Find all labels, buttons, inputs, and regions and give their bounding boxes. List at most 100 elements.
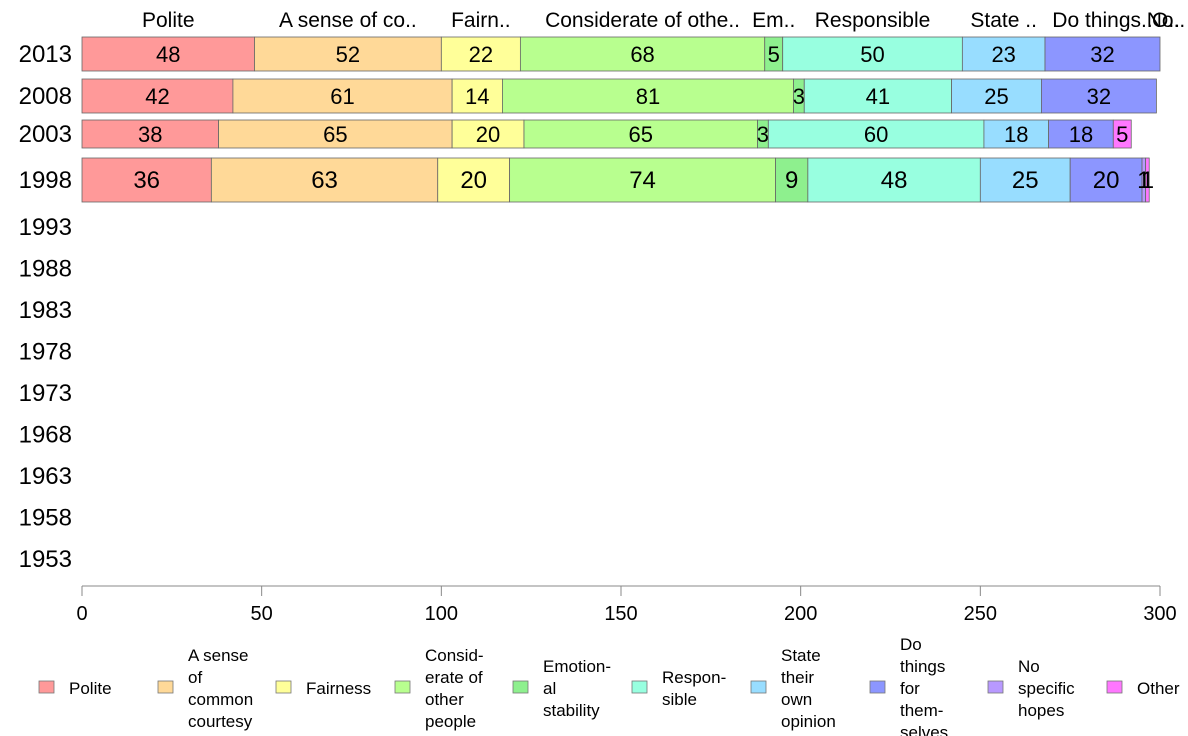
bar-value-label-2003-series-5: 60 <box>864 122 888 147</box>
y-tick-label-2003: 2003 <box>19 121 72 148</box>
legend-label-7: selves <box>900 723 948 736</box>
y-tick-label-1953: 1953 <box>19 546 72 573</box>
bar-2008-series-2 <box>451 78 503 114</box>
y-tick-label-1968: 1968 <box>19 422 72 449</box>
series-header-1: A sense of co.. <box>279 9 417 32</box>
bar-value-label-2013-series-0: 48 <box>156 42 180 67</box>
bar-value-label-2003-series-7: 18 <box>1069 122 1093 147</box>
bar-1998-series-5 <box>807 157 981 203</box>
legend-label-1: courtesy <box>188 712 253 731</box>
bar-2003-series-2 <box>451 119 525 149</box>
bar-2013-series-7 <box>1044 36 1161 72</box>
series-header-6: State .. <box>970 9 1037 32</box>
bar-2003-series-1 <box>218 119 453 149</box>
legend-swatch-7 <box>869 680 886 694</box>
bar-value-label-2013-series-3: 68 <box>630 42 654 67</box>
bar-2008-series-7 <box>1041 78 1157 114</box>
bar-1998-series-3 <box>509 157 776 203</box>
legend-label-6: opinion <box>781 712 836 731</box>
series-header-4: Em.. <box>752 9 795 32</box>
legend-item-8: No specific hopes <box>987 657 1075 720</box>
x-tick-label-50: 50 <box>251 603 273 625</box>
bar-2008-series-5 <box>803 78 952 114</box>
bar-value-label-2003-series-6: 18 <box>1004 122 1028 147</box>
x-axis: 0 50 100 150 200 250 300 <box>76 585 1177 625</box>
legend-label-4: Emotion- <box>543 657 611 676</box>
y-tick-label-1978: 1978 <box>19 339 72 366</box>
x-tick-label-150: 150 <box>604 603 637 625</box>
legend-label-3: other <box>425 690 464 709</box>
bar-value-label-1998-series-6: 25 <box>1012 167 1039 194</box>
legend-label-7: them- <box>900 701 943 720</box>
y-tick-label-1963: 1963 <box>19 463 72 490</box>
bar-value-label-1998-series-7: 20 <box>1093 167 1120 194</box>
legend-label-3: erate of <box>425 668 483 687</box>
legend-label-7: Do <box>900 635 922 654</box>
bar-value-label-2003-series-9: 5 <box>1116 122 1128 147</box>
bar-value-label-2013-series-4: 5 <box>768 42 780 67</box>
x-tick-label-250: 250 <box>964 603 997 625</box>
legend-label-8: hopes <box>1018 701 1064 720</box>
legend-label-5: Respon- <box>662 668 726 687</box>
legend-label-1: A sense <box>188 646 249 665</box>
legend: Polite A sense of common courtesy Fairness Con… <box>38 635 1180 736</box>
bar-2008-series-0 <box>81 78 234 114</box>
legend-label-6: own <box>781 690 812 709</box>
bar-1998-series-1 <box>210 157 439 203</box>
legend-label-5: sible <box>662 690 697 709</box>
bar-value-label-2003-series-2: 20 <box>476 122 500 147</box>
bar-value-label-2013-series-2: 22 <box>469 42 493 67</box>
legend-item-9: Other <box>1106 679 1180 698</box>
legend-label-2: Fairness <box>306 679 371 698</box>
x-tick-label-300: 300 <box>1143 603 1176 625</box>
bar-value-label-1998-series-9: 1 <box>1141 167 1154 194</box>
bar-value-label-2008-series-1: 61 <box>330 84 354 109</box>
x-tick-label-200: 200 <box>784 603 817 625</box>
bar-value-label-2008-series-5: 41 <box>866 84 890 109</box>
legend-label-3: Consid- <box>425 646 484 665</box>
bar-2013-series-6 <box>961 36 1046 72</box>
y-axis-labels: 2013 2008 2003 1998 1993 1988 1983 1978 1973 1968… <box>19 41 72 573</box>
legend-item-5: Respon-sible <box>631 668 726 709</box>
legend-swatch-6 <box>750 680 767 694</box>
legend-swatch-2 <box>275 680 292 694</box>
bar-value-label-2008-series-7: 32 <box>1087 84 1111 109</box>
legend-label-6: their <box>781 668 814 687</box>
bar-2003-series-6 <box>983 119 1050 149</box>
bar-2008-series-6 <box>951 78 1042 114</box>
bar-2003-series-0 <box>81 119 219 149</box>
legend-label-7: things <box>900 657 945 676</box>
bar-value-label-2008-series-3: 81 <box>636 84 660 109</box>
series-header-7: Do things.. <box>1052 9 1152 32</box>
legend-label-4: al <box>543 679 556 698</box>
bar-1998-series-0 <box>81 157 212 203</box>
legend-label-4: stability <box>543 701 600 720</box>
legend-label-9: Other <box>1137 679 1180 698</box>
legend-item-2: Fairness <box>275 679 371 698</box>
series-header-8: No.. <box>1147 9 1186 32</box>
legend-swatch-3 <box>394 680 411 694</box>
bar-value-label-1998-series-1: 63 <box>311 167 338 194</box>
bar-value-label-2008-series-6: 25 <box>984 84 1008 109</box>
bar-2008-series-3 <box>502 78 794 114</box>
bar-value-label-2003-series-3: 65 <box>629 122 653 147</box>
legend-label-8: specific <box>1018 679 1075 698</box>
legend-item-1: A sense of common courtesy <box>157 646 253 731</box>
legend-swatch-0 <box>38 680 55 694</box>
y-tick-label-1983: 1983 <box>19 297 72 324</box>
series-header-0: Polite <box>142 9 195 32</box>
y-tick-label-2013: 2013 <box>19 41 72 68</box>
bar-2013-series-1 <box>254 36 442 72</box>
bar-value-label-1998-series-2: 20 <box>460 167 487 194</box>
legend-label-3: people <box>425 712 476 731</box>
legend-swatch-9 <box>1106 680 1123 694</box>
bar-value-label-2013-series-7: 32 <box>1090 42 1114 67</box>
legend-label-1: common <box>188 690 253 709</box>
bar-1998-series-7 <box>1069 157 1143 203</box>
bar-2013-series-5 <box>782 36 963 72</box>
series-header-2: Fairn.. <box>451 9 511 32</box>
bar-value-label-1998-series-3: 74 <box>629 167 656 194</box>
legend-label-7: for <box>900 679 920 698</box>
